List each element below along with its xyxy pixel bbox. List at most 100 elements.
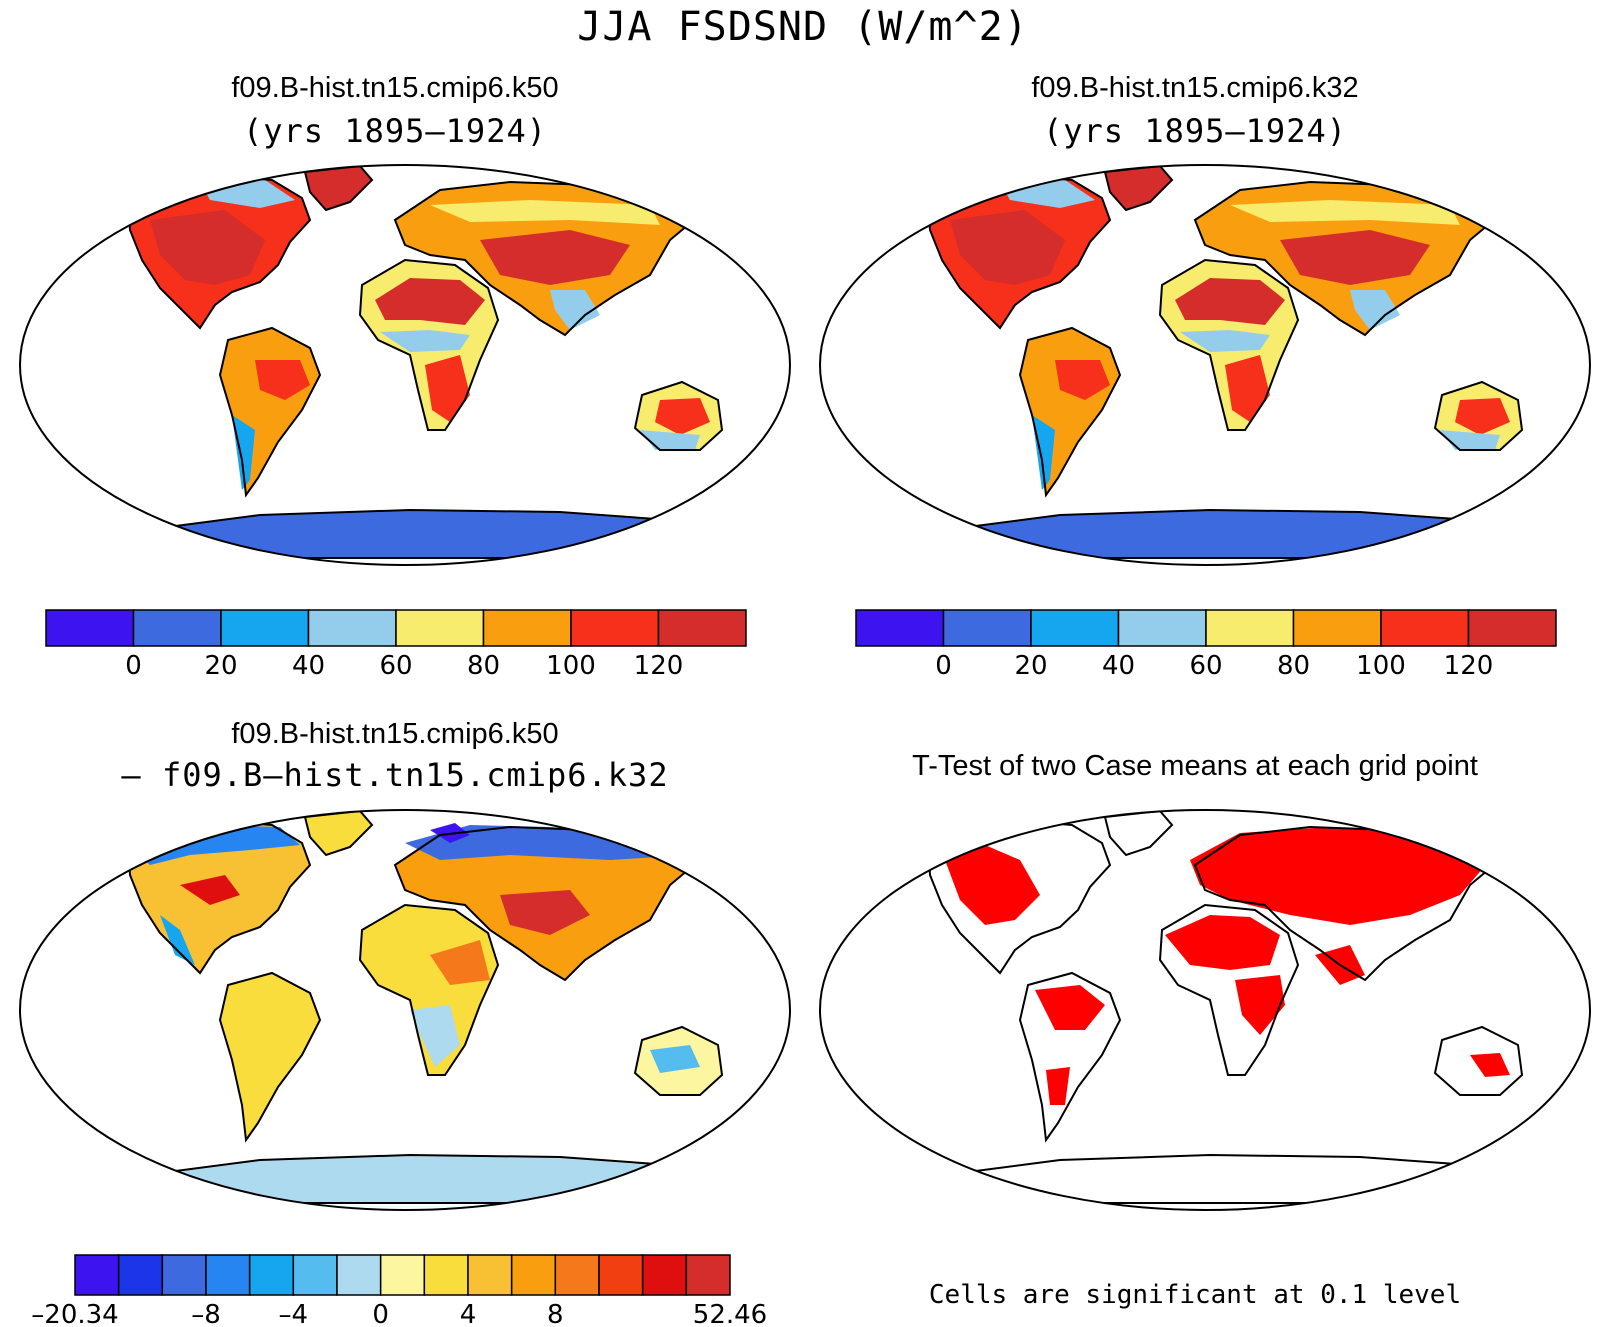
colorbar-swatch — [657, 609, 747, 647]
coastline — [1018, 971, 1122, 1143]
colorbar-swatch — [641, 1254, 688, 1296]
colorbar-swatch — [307, 609, 397, 647]
colorbar-difference: –20.34 –8 –4 0 4 8 52.46 — [31, 1254, 767, 1327]
hot-zone — [150, 210, 265, 285]
significance-note: Cells are significant at 0.1 level — [928, 1280, 1462, 1310]
hot-zone — [375, 278, 485, 325]
colorbar-tick-label: 120 — [1444, 651, 1494, 681]
positive-zone — [180, 875, 240, 905]
panel-4-title: T-Test of two Case means at each grid po… — [912, 750, 1478, 782]
coastline — [1158, 903, 1300, 1076]
negative-zone — [650, 1045, 700, 1073]
colorbar-swatch — [132, 609, 222, 647]
mild-zone — [430, 200, 660, 225]
significant-region — [1470, 1053, 1510, 1077]
colorbar-tick-label: 52.46 — [693, 1300, 767, 1327]
colorbar-swatch — [598, 1254, 644, 1296]
colorbar-swatch — [161, 1254, 207, 1296]
colorbar-tick-label: 100 — [1356, 651, 1406, 681]
colorbar-tick-label: 0 — [935, 651, 952, 681]
colorbar-swatch — [467, 1254, 513, 1296]
colorbar-tick-label: 60 — [379, 651, 412, 681]
negative-zone — [160, 915, 195, 965]
map-boundary — [819, 809, 1591, 1211]
map-panel-ttest — [819, 809, 1591, 1211]
colorbar-tick-label: 20 — [204, 651, 237, 681]
colorbar-swatch — [74, 1254, 120, 1296]
land-greenland — [1105, 811, 1172, 855]
hot-zone — [1455, 398, 1510, 435]
colorbar-k50: 0 20 40 60 80 100 120 — [45, 609, 747, 681]
coastline — [1158, 258, 1300, 431]
colorbar-swatch — [482, 609, 572, 647]
significant-region — [1046, 1067, 1070, 1105]
colorbar-tick-label: 0 — [125, 651, 142, 681]
colorbar-tick-label: 80 — [1277, 651, 1310, 681]
hot-zone — [1175, 278, 1285, 325]
coastline — [633, 1025, 724, 1096]
significant-region — [945, 845, 1040, 925]
colorbar-tick-label: 8 — [547, 1300, 564, 1327]
colorbar-swatch — [395, 609, 485, 647]
colorbar-tick-label: –20.34 — [31, 1300, 118, 1327]
hot-zone — [1055, 360, 1110, 400]
colorbar-swatch — [248, 1254, 295, 1296]
significant-region — [1190, 827, 1490, 925]
mild-zone — [1230, 200, 1460, 225]
colorbar-k32: 0 20 40 60 80 100 120 — [855, 609, 1557, 681]
hot-zone — [655, 398, 710, 435]
coastline — [1018, 326, 1122, 498]
colorbar-swatch — [685, 1254, 731, 1296]
colorbar-swatch — [855, 609, 945, 647]
colorbar-swatch — [423, 1254, 469, 1296]
colorbar-swatch — [942, 609, 1032, 647]
colorbar-swatch — [379, 1254, 426, 1296]
hot-zone — [425, 355, 470, 422]
colorbar-swatch — [336, 1254, 382, 1296]
significant-region — [1235, 975, 1285, 1035]
map-boundary — [19, 164, 791, 566]
colorbar-tick-label: –8 — [191, 1300, 221, 1327]
panel-1-subtitle: (yrs 1895–1924) — [243, 112, 547, 150]
panel-1-title: f09.B-hist.tn15.cmip6.k50 — [231, 72, 559, 104]
land-south-america — [220, 973, 320, 1140]
cool-zone — [1350, 290, 1400, 330]
negative-zone — [410, 1005, 460, 1067]
coastline — [358, 258, 500, 431]
cool-zone — [1032, 415, 1055, 490]
land-greenland — [1105, 166, 1172, 210]
colorbar-swatch — [1205, 609, 1295, 647]
positive-zone — [430, 940, 490, 985]
coastline — [218, 971, 322, 1143]
coastline — [633, 380, 724, 451]
colorbar-tick-label: 100 — [546, 651, 596, 681]
colorbar-swatch — [205, 1254, 251, 1296]
land-south-america — [220, 328, 320, 495]
significant-region — [1035, 985, 1105, 1030]
colorbar-tick-label: 40 — [292, 651, 325, 681]
colorbar-swatch — [1030, 609, 1120, 647]
map-panel-difference — [19, 809, 791, 1211]
colorbar-tick-label: –4 — [279, 1300, 309, 1327]
hot-zone — [1225, 355, 1270, 422]
colorbar-swatch — [1380, 609, 1470, 647]
colorbar-tick-label: 4 — [460, 1300, 477, 1327]
land-greenland — [305, 166, 372, 210]
land-greenland — [305, 811, 372, 855]
colorbar-swatch — [220, 609, 310, 647]
hot-zone — [480, 230, 630, 285]
colorbar-tick-label: 40 — [1102, 651, 1135, 681]
panel-2-title: f09.B-hist.tn15.cmip6.k32 — [1031, 72, 1359, 104]
coastline — [218, 326, 322, 498]
panel-2-subtitle: (yrs 1895–1924) — [1043, 112, 1347, 150]
significant-region — [1165, 915, 1280, 970]
map-panel-k32 — [819, 164, 1591, 566]
colorbar-tick-label: 120 — [634, 651, 684, 681]
map-panel-k50 — [19, 164, 791, 566]
coastline — [1433, 380, 1524, 451]
colorbar-tick-label: 60 — [1189, 651, 1222, 681]
colorbar-swatch — [554, 1254, 600, 1296]
strong-positive-zone — [500, 890, 590, 935]
cool-zone — [550, 290, 600, 330]
colorbar-swatch — [1117, 609, 1207, 647]
